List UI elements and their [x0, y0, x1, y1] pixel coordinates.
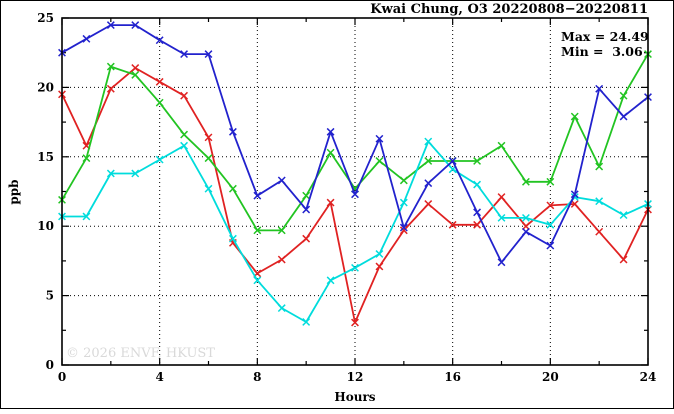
y-tick-label: 10: [37, 219, 54, 233]
y-tick-label: 5: [46, 289, 54, 303]
x-tick-label: 0: [58, 370, 66, 384]
x-tick-label: 24: [640, 370, 657, 384]
y-tick-label: 0: [46, 358, 54, 372]
x-tick-label: 16: [444, 370, 461, 384]
plot-frame: [61, 17, 649, 366]
watermark: © 2026 ENVF, HKUST: [66, 346, 215, 361]
max-annotation: Max = 24.49: [561, 29, 649, 44]
y-tick-label: 15: [37, 150, 54, 164]
x-tick-label: 4: [155, 370, 163, 384]
x-tick-label: 8: [253, 370, 261, 384]
y-tick-label: 20: [37, 80, 54, 94]
min-annotation: Min = 3.06: [561, 44, 643, 59]
x-tick-label: 20: [542, 370, 559, 384]
x-axis-label: Hours: [334, 390, 375, 404]
chart-title: Kwai Chung, O3 20220808−20220811: [370, 2, 648, 17]
y-axis-label: ppb: [7, 179, 21, 204]
plot-area: 0 4 8 12 16 20 24 0 5 10 15 20 25: [37, 11, 656, 384]
x-tick-label: 12: [347, 370, 364, 384]
y-tick-label: 25: [37, 11, 54, 25]
